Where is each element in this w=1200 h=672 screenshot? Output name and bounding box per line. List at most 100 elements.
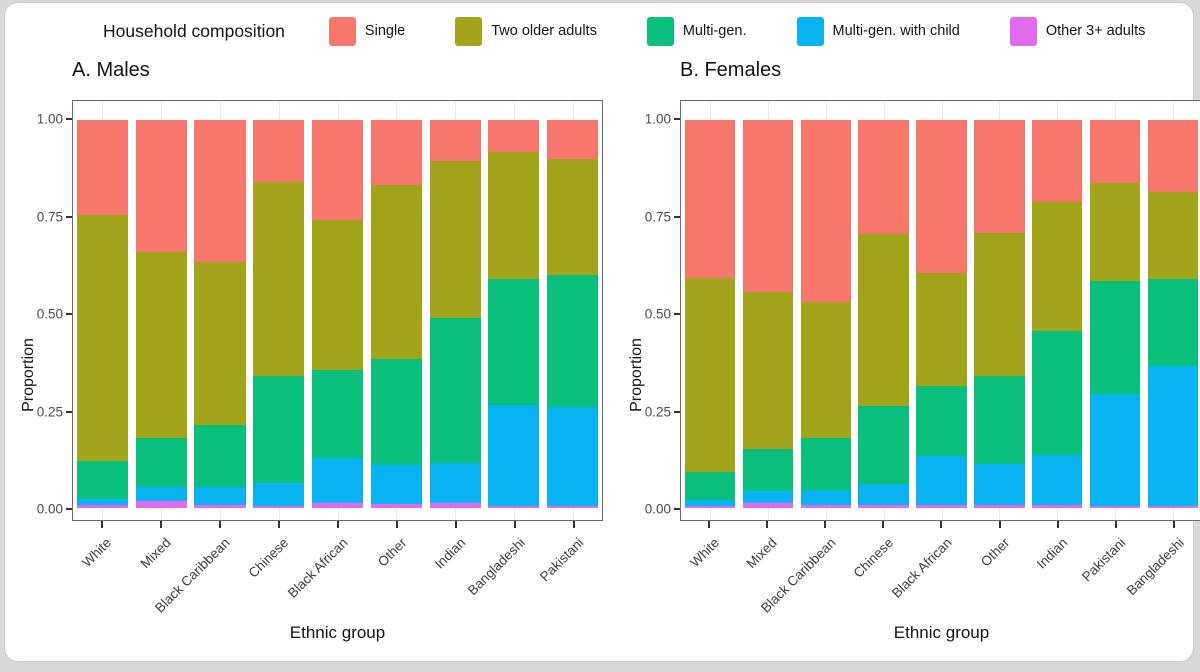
bar-segment (547, 120, 599, 159)
y-tick-mark (674, 508, 680, 510)
y-tick-label: 1.00 (644, 111, 671, 127)
bar-segment (916, 385, 967, 457)
x-tick-mark (882, 521, 885, 528)
y-tick-mark (66, 410, 72, 413)
y-axis-ticks-females: 1.00 0.75 0.50 0.25 0.00 (645, 100, 680, 521)
bar-segment (684, 500, 736, 507)
x-tick-slot (1029, 521, 1087, 529)
x-tick-slot (426, 521, 485, 529)
bar-segment (858, 483, 909, 505)
x-label-slot: White (680, 529, 738, 623)
y-tick-label: 0.50 (644, 306, 671, 322)
panel-females-title: B. Females (680, 59, 782, 81)
plot-area-males (72, 100, 603, 521)
stacked-bar-indian (429, 120, 481, 508)
bar-segment (1032, 504, 1083, 508)
x-category-label: Mixed (744, 535, 781, 572)
bar-segment (253, 505, 305, 508)
bar-segment (429, 120, 481, 161)
bar-segment (916, 504, 967, 508)
x-tick-slot (912, 521, 970, 529)
x-tick-mark (998, 521, 1001, 528)
y-axis-label-males: Proportion (20, 337, 37, 412)
bar-segment (1089, 281, 1141, 394)
bar-segment (1147, 191, 1199, 280)
stacked-bar-indian (1032, 120, 1083, 508)
bar-segment (135, 438, 187, 487)
bar-segment (253, 120, 305, 183)
bar-segment (974, 120, 1025, 233)
bar-segment (1032, 120, 1083, 202)
bar-segment (370, 465, 422, 505)
bar-segment (370, 120, 422, 185)
x-tick-mark (940, 521, 943, 528)
y-tick-label: 0.75 (644, 209, 671, 224)
bar-slot (1086, 120, 1144, 508)
bar-segment (429, 160, 481, 318)
bar-slot (855, 120, 913, 508)
bar-slot (308, 120, 367, 508)
x-tick-slot (544, 521, 603, 529)
bar-segment (135, 486, 187, 502)
y-tick-mark (66, 215, 72, 218)
stacked-bar-black-african (916, 120, 967, 508)
bar-segment (194, 120, 246, 262)
x-label-slot: Black African (285, 529, 367, 623)
x-tick-mark (277, 521, 280, 528)
bar-segment (488, 120, 540, 153)
bar-segment (253, 182, 305, 377)
y-tick-mark (66, 313, 72, 315)
bar-slot (970, 120, 1028, 508)
bar-segment (800, 490, 851, 505)
x-axis-title-females: Ethnic group (893, 623, 990, 642)
stacked-bar-white (684, 120, 736, 508)
legend-item-label: Other 3+ adults (1045, 23, 1146, 39)
x-category-label: Other (374, 535, 410, 570)
stacked-bar-bangladeshi (1147, 120, 1199, 508)
bars-area (73, 120, 602, 508)
x-category-label: Indian (1034, 535, 1071, 572)
y-tick-label: 1.00 (36, 111, 63, 127)
bar-segment (488, 506, 540, 508)
x-label-slot: White (72, 529, 131, 623)
stacked-bar-other (370, 120, 422, 508)
bar-segment (1089, 393, 1141, 507)
x-label-slot: Black African (889, 529, 970, 623)
bar-segment (76, 461, 128, 500)
x-tick-slot (796, 521, 854, 529)
x-tick-slot (190, 521, 249, 529)
bar-segment (76, 505, 128, 508)
bar-segment (742, 292, 793, 450)
x-category-label: White (686, 535, 722, 571)
x-tick-mark (1056, 521, 1059, 528)
panel-males-title: A. Males (72, 59, 150, 81)
x-axis-title-males: Ethnic group (289, 623, 386, 642)
bars-area (681, 120, 1200, 508)
bar-segment (1089, 120, 1141, 183)
x-tick-slot (485, 521, 544, 529)
x-ticks (680, 521, 1200, 529)
x-labels: White Mixed Black Caribbean Chinese Black Af… (72, 529, 603, 623)
bar-segment (684, 120, 736, 278)
legend-item: Other 3+ adults (1009, 16, 1146, 46)
x-tick-slot (249, 521, 308, 529)
bar-segment (370, 358, 422, 466)
plot-area-females (680, 100, 1200, 521)
bar-segment (974, 464, 1025, 505)
legend-swatch-icon (455, 16, 483, 46)
bar-slot (426, 120, 485, 508)
x-label-slot: Bangladeshi (1124, 529, 1200, 623)
bar-segment (800, 302, 851, 439)
bar-segment (916, 120, 967, 273)
x-tick-slot (680, 521, 738, 529)
bar-segment (76, 499, 128, 506)
legend-items: Single Two older adults Multi-gen. Multi-ge… (328, 16, 1146, 46)
bar-segment (916, 272, 967, 386)
legend-swatch-icon (328, 16, 356, 46)
bar-slot (797, 120, 855, 508)
bar-segment (742, 491, 793, 503)
x-tick-mark (1172, 521, 1175, 528)
bar-slot (73, 120, 132, 508)
x-tick-mark (454, 521, 457, 528)
y-axis-label-females: Proportion (628, 337, 645, 412)
